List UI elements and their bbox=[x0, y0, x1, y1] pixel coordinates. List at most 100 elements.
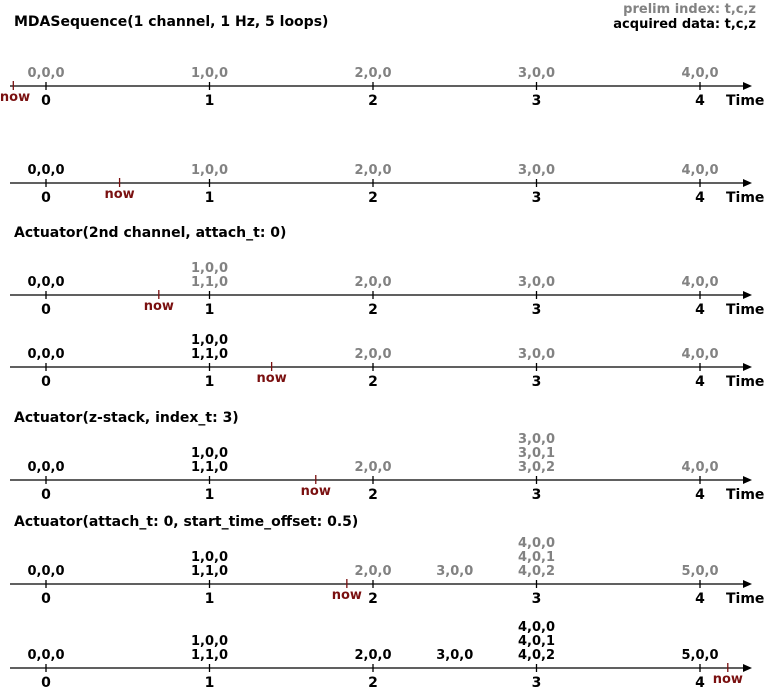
index-label: 2,0,0 bbox=[354, 564, 391, 579]
index-label: 3,0,0 bbox=[518, 275, 555, 290]
index-label: 2,0,0 bbox=[354, 275, 391, 290]
tick-label: 0 bbox=[41, 675, 51, 691]
tick-label: 4 bbox=[695, 675, 705, 691]
index-label: 0,0,0 bbox=[27, 275, 64, 290]
index-label: 0,0,0 bbox=[27, 66, 64, 81]
now-label: now bbox=[104, 187, 134, 202]
timeline-row: 0 1 2 3 4 Time 0,0,0 1,0,0 2,0,0 3,0,0 4,0,0 now bbox=[10, 163, 764, 206]
tick-label: 4 bbox=[695, 190, 705, 206]
index-label: 1,1,0 bbox=[191, 275, 228, 290]
index-label: 4,0,0 bbox=[681, 347, 718, 362]
tick-label: 3 bbox=[532, 675, 542, 691]
legend-acquired: acquired data: t,c,z bbox=[613, 17, 756, 32]
tick-label: 1 bbox=[205, 190, 215, 206]
tick-label: 2 bbox=[368, 93, 378, 109]
tick-label: 2 bbox=[368, 675, 378, 691]
tick-label: 3 bbox=[532, 93, 542, 109]
tick-label: 2 bbox=[368, 302, 378, 318]
index-label: 1,0,0 bbox=[191, 333, 228, 348]
now-label: now bbox=[332, 588, 362, 603]
tick-label: 1 bbox=[205, 675, 215, 691]
index-label: 1,0,0 bbox=[191, 446, 228, 461]
now-label: now bbox=[0, 90, 30, 105]
index-label: 4,0,0 bbox=[681, 163, 718, 178]
index-label: 4,0,1 bbox=[518, 634, 555, 649]
index-label: 4,0,0 bbox=[681, 275, 718, 290]
index-label: 0,0,0 bbox=[27, 648, 64, 663]
tick-label: 0 bbox=[41, 190, 51, 206]
index-label: 4,0,0 bbox=[518, 536, 555, 551]
timeline-row: Actuator(2nd channel, attach_t: 0) 0 1 2 3 4 T… bbox=[10, 225, 764, 318]
tick-label: 1 bbox=[205, 487, 215, 503]
tick-label: 2 bbox=[368, 487, 378, 503]
now-label: now bbox=[713, 672, 743, 687]
index-label: 1,0,0 bbox=[191, 163, 228, 178]
tick-label: 4 bbox=[695, 93, 705, 109]
index-label: 3,0,1 bbox=[518, 446, 555, 461]
tick-label: 0 bbox=[41, 374, 51, 390]
axis-arrowhead bbox=[743, 664, 752, 672]
axis-arrowhead bbox=[743, 179, 752, 187]
index-label: 4,0,2 bbox=[518, 648, 555, 663]
tick-label: 3 bbox=[532, 374, 542, 390]
tick-label: 0 bbox=[41, 93, 51, 109]
index-label: 4,0,2 bbox=[518, 564, 555, 579]
axis-arrowhead bbox=[743, 82, 752, 90]
index-label: 4,0,0 bbox=[681, 66, 718, 81]
tick-label: 4 bbox=[695, 591, 705, 607]
index-label: 1,1,0 bbox=[191, 564, 228, 579]
index-label: 1,1,0 bbox=[191, 347, 228, 362]
timeline-row: 0 1 2 3 4 0,0,0 1,0,01,1,0 2,0,0 3,0,0 4,0,04,0,1… bbox=[10, 620, 752, 691]
tick-label: 3 bbox=[532, 591, 542, 607]
time-axis-label: Time bbox=[726, 190, 764, 206]
row-heading: Actuator(attach_t: 0, start_time_offset:… bbox=[14, 514, 358, 530]
now-label: now bbox=[301, 484, 331, 499]
index-label: 0,0,0 bbox=[27, 163, 64, 178]
index-label: 0,0,0 bbox=[27, 347, 64, 362]
index-label: 4,0,0 bbox=[681, 460, 718, 475]
tick-label: 3 bbox=[532, 190, 542, 206]
tick-label: 2 bbox=[368, 190, 378, 206]
index-label: 4,0,1 bbox=[518, 550, 555, 565]
index-label: 1,0,0 bbox=[191, 261, 228, 276]
tick-label: 0 bbox=[41, 302, 51, 318]
timeline-row: 0 1 2 3 4 Time 0,0,0 1,0,01,1,0 2,0,0 3,0,0 4,0,0 n… bbox=[10, 333, 764, 390]
time-axis-label: Time bbox=[726, 374, 764, 390]
tick-label: 0 bbox=[41, 487, 51, 503]
index-label: 3,0,2 bbox=[518, 460, 555, 475]
index-label: 3,0,0 bbox=[518, 66, 555, 81]
time-axis-label: Time bbox=[726, 93, 764, 109]
tick-label: 2 bbox=[368, 374, 378, 390]
timeline-row: MDASequence(1 channel, 1 Hz, 5 loops) 0 1 2… bbox=[0, 14, 764, 109]
time-axis-label: Time bbox=[726, 487, 764, 503]
row-heading: Actuator(z-stack, index_t: 3) bbox=[14, 410, 239, 426]
index-label: 1,1,0 bbox=[191, 460, 228, 475]
index-label: 3,0,0 bbox=[518, 432, 555, 447]
tick-label: 4 bbox=[695, 374, 705, 390]
index-label: 1,0,0 bbox=[191, 634, 228, 649]
index-label: 2,0,0 bbox=[354, 66, 391, 81]
tick-label: 4 bbox=[695, 487, 705, 503]
timeline-row: Actuator(z-stack, index_t: 3) 0 1 2 3 4 Time 0,… bbox=[10, 410, 764, 503]
row-heading: Actuator(2nd channel, attach_t: 0) bbox=[14, 225, 286, 241]
tick-label: 1 bbox=[205, 302, 215, 318]
timeline-row: Actuator(attach_t: 0, start_time_offset:… bbox=[10, 514, 764, 607]
axis-arrowhead bbox=[743, 476, 752, 484]
tick-label: 1 bbox=[205, 591, 215, 607]
tick-label: 4 bbox=[695, 302, 705, 318]
index-label: 2,0,0 bbox=[354, 648, 391, 663]
now-label: now bbox=[257, 371, 287, 386]
index-label: 5,0,0 bbox=[681, 564, 718, 579]
now-label: now bbox=[144, 299, 174, 314]
tick-label: 1 bbox=[205, 374, 215, 390]
axis-arrowhead bbox=[743, 363, 752, 371]
tick-label: 3 bbox=[532, 487, 542, 503]
index-label: 2,0,0 bbox=[354, 163, 391, 178]
index-label: 0,0,0 bbox=[27, 564, 64, 579]
index-label: 5,0,0 bbox=[681, 648, 718, 663]
index-label: 1,1,0 bbox=[191, 648, 228, 663]
index-label: 2,0,0 bbox=[354, 460, 391, 475]
index-label: 1,0,0 bbox=[191, 66, 228, 81]
row-heading: MDASequence(1 channel, 1 Hz, 5 loops) bbox=[14, 14, 328, 30]
